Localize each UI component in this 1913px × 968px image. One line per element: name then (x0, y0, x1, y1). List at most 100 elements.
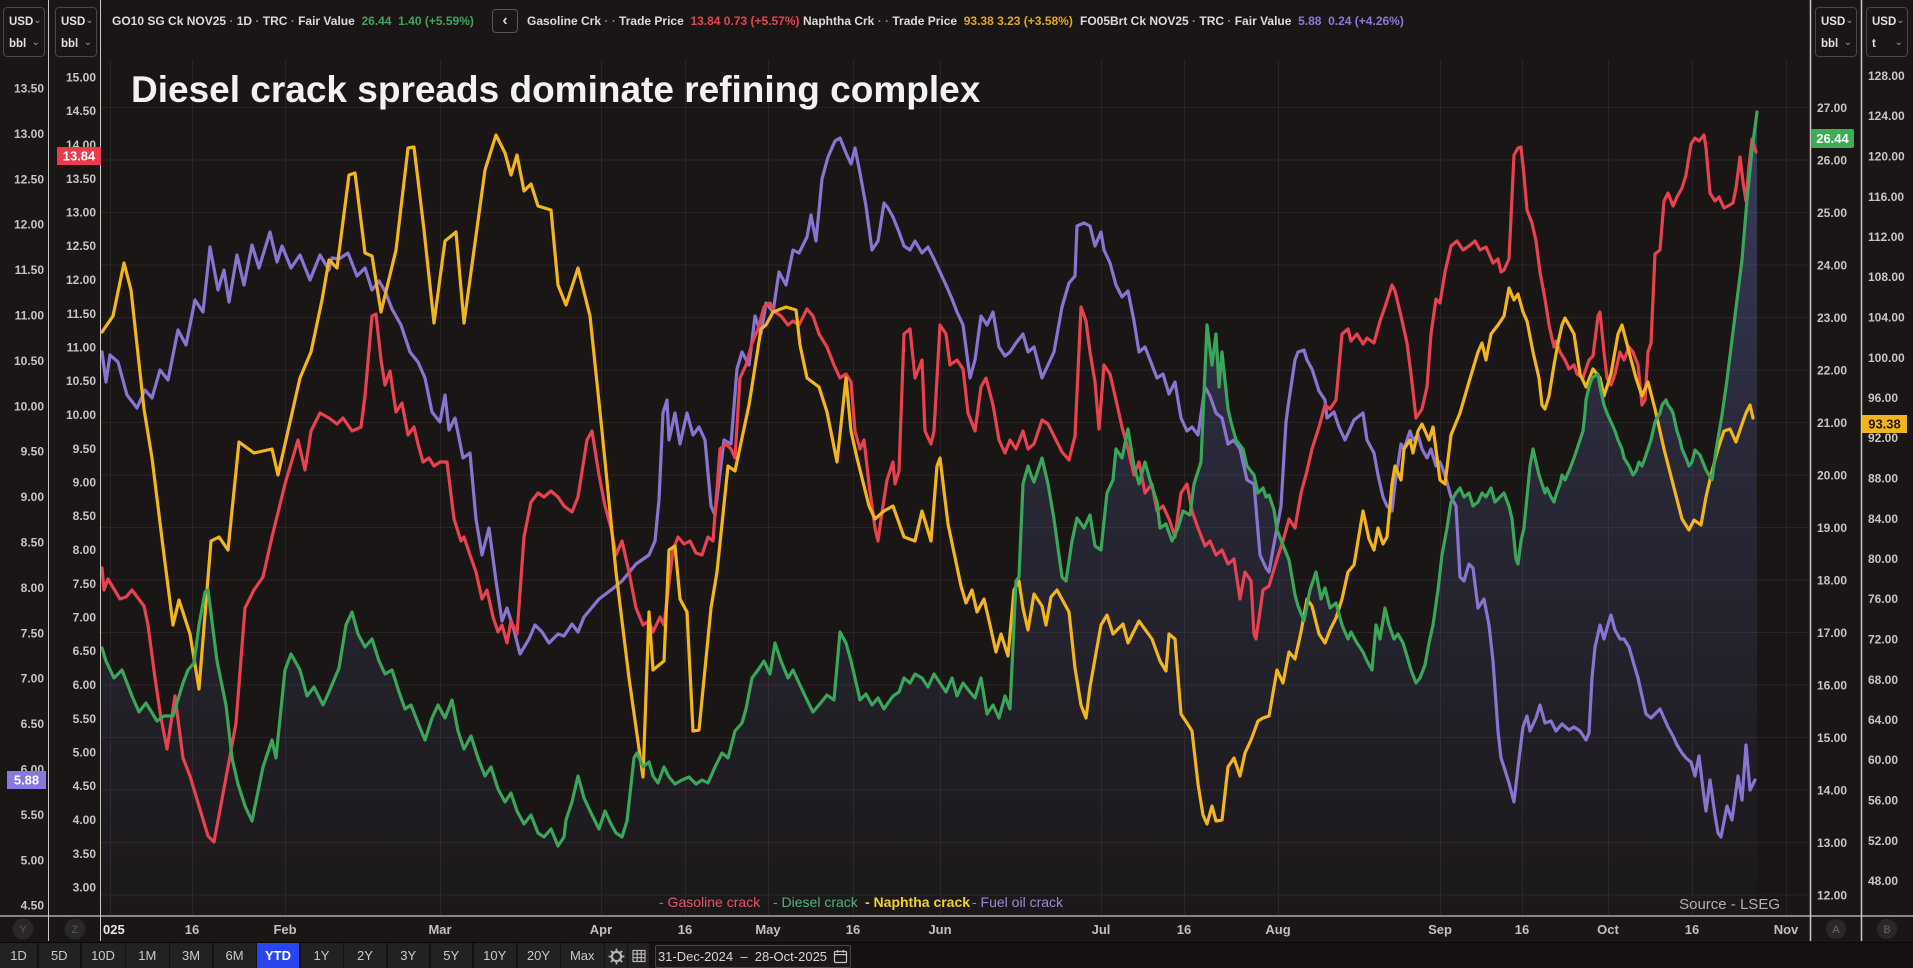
svg-text:10.50: 10.50 (14, 354, 44, 368)
svg-text:4.50: 4.50 (21, 899, 45, 913)
svg-text:12.00: 12.00 (14, 218, 44, 232)
svg-text:27.00: 27.00 (1817, 101, 1847, 115)
svg-text:120.00: 120.00 (1868, 150, 1905, 164)
svg-text:5.88: 5.88 (14, 773, 39, 788)
svg-text:Mar: Mar (428, 922, 451, 937)
svg-text:21.00: 21.00 (1817, 416, 1847, 430)
svg-text:7.50: 7.50 (73, 577, 97, 591)
svg-text:13.50: 13.50 (14, 82, 44, 96)
svg-text:11.50: 11.50 (67, 307, 97, 321)
svg-text:6.00: 6.00 (73, 678, 97, 692)
svg-text:May: May (755, 922, 781, 937)
svg-text:20.00: 20.00 (1817, 469, 1847, 483)
svg-text:16: 16 (185, 922, 199, 937)
svg-text:60.00: 60.00 (1868, 753, 1898, 767)
svg-text:22.00: 22.00 (1817, 364, 1847, 378)
svg-text:12.50: 12.50 (66, 239, 96, 253)
svg-text:48.00: 48.00 (1868, 874, 1898, 888)
svg-text:13.84: 13.84 (63, 149, 96, 164)
svg-text:3.00: 3.00 (73, 881, 97, 895)
svg-text:15.00: 15.00 (1817, 731, 1847, 745)
svg-text:14.50: 14.50 (66, 104, 96, 118)
svg-text:Apr: Apr (590, 922, 612, 937)
svg-text:93.38: 93.38 (1868, 417, 1901, 432)
svg-text:- Diesel crack: - Diesel crack (773, 894, 859, 910)
svg-text:7.00: 7.00 (73, 611, 97, 625)
svg-text:10.00: 10.00 (14, 399, 44, 413)
svg-text:23.00: 23.00 (1817, 311, 1847, 325)
svg-text:13.00: 13.00 (1817, 836, 1847, 850)
svg-text:8.00: 8.00 (73, 543, 97, 557)
svg-text:16.00: 16.00 (1817, 679, 1847, 693)
svg-text:- Gasoline crack: - Gasoline crack (659, 894, 761, 910)
svg-text:8.50: 8.50 (21, 536, 45, 550)
svg-text:112.00: 112.00 (1868, 230, 1904, 244)
svg-text:84.00: 84.00 (1868, 512, 1898, 526)
svg-text:5.50: 5.50 (73, 712, 97, 726)
svg-text:6.50: 6.50 (21, 717, 45, 731)
svg-text:92.00: 92.00 (1868, 431, 1898, 445)
svg-text:12.00: 12.00 (1817, 889, 1847, 903)
svg-text:11.00: 11.00 (15, 309, 45, 323)
svg-text:64.00: 64.00 (1868, 713, 1898, 727)
svg-text:9.50: 9.50 (21, 445, 45, 459)
svg-text:5.00: 5.00 (73, 746, 97, 760)
svg-text:13.00: 13.00 (66, 206, 96, 220)
svg-text:24.00: 24.00 (1817, 259, 1847, 273)
svg-text:10.50: 10.50 (66, 374, 96, 388)
svg-text:5.00: 5.00 (21, 853, 45, 867)
svg-text:9.00: 9.00 (21, 490, 45, 504)
svg-text:025: 025 (103, 922, 125, 937)
svg-text:10.00: 10.00 (66, 408, 96, 422)
svg-text:116.00: 116.00 (1868, 190, 1904, 204)
svg-text:Jul: Jul (1092, 922, 1111, 937)
svg-text:Feb: Feb (273, 922, 296, 937)
svg-text:12.00: 12.00 (66, 273, 96, 287)
svg-text:76.00: 76.00 (1868, 592, 1898, 606)
svg-text:Diesel crack spreads dominate: Diesel crack spreads dominate refining c… (131, 69, 981, 110)
svg-text:80.00: 80.00 (1868, 552, 1898, 566)
svg-text:13.00: 13.00 (14, 127, 44, 141)
svg-text:9.50: 9.50 (73, 442, 97, 456)
svg-text:9.00: 9.00 (73, 476, 97, 490)
svg-text:108.00: 108.00 (1868, 270, 1905, 284)
svg-text:Source - LSEG: Source - LSEG (1679, 896, 1780, 913)
svg-text:96.00: 96.00 (1868, 391, 1898, 405)
svg-text:104.00: 104.00 (1868, 311, 1905, 325)
svg-text:7.00: 7.00 (21, 672, 45, 686)
svg-text:16: 16 (1515, 922, 1529, 937)
svg-text:7.50: 7.50 (21, 626, 45, 640)
svg-text:Nov: Nov (1774, 922, 1799, 937)
svg-text:4.50: 4.50 (73, 779, 97, 793)
svg-text:A: A (1832, 924, 1840, 936)
svg-text:14.00: 14.00 (1817, 784, 1847, 798)
svg-text:Sep: Sep (1428, 922, 1452, 937)
svg-text:6.50: 6.50 (73, 644, 97, 658)
svg-text:5.50: 5.50 (21, 808, 45, 822)
svg-text:26.44: 26.44 (1816, 131, 1849, 146)
svg-text:13.50: 13.50 (66, 172, 96, 186)
svg-text:- Naphtha crack: - Naphtha crack (865, 894, 970, 910)
svg-text:3.50: 3.50 (73, 847, 97, 861)
svg-text:Y: Y (19, 924, 27, 936)
svg-text:Aug: Aug (1265, 922, 1290, 937)
svg-text:26.00: 26.00 (1817, 154, 1847, 168)
svg-text:17.00: 17.00 (1817, 626, 1847, 640)
svg-text:16: 16 (1685, 922, 1699, 937)
svg-text:88.00: 88.00 (1868, 472, 1898, 486)
svg-text:- Fuel oil crack: - Fuel oil crack (972, 894, 1064, 910)
svg-text:11.00: 11.00 (67, 341, 97, 355)
svg-text:16: 16 (846, 922, 860, 937)
svg-text:128.00: 128.00 (1868, 69, 1905, 83)
svg-text:15.00: 15.00 (66, 71, 96, 85)
svg-text:56.00: 56.00 (1868, 794, 1898, 808)
svg-text:124.00: 124.00 (1868, 109, 1905, 123)
svg-text:Oct: Oct (1597, 922, 1619, 937)
svg-text:72.00: 72.00 (1868, 633, 1898, 647)
svg-text:Z: Z (72, 924, 79, 936)
svg-text:Jun: Jun (928, 922, 951, 937)
svg-text:12.50: 12.50 (14, 172, 44, 186)
svg-text:19.00: 19.00 (1817, 521, 1847, 535)
svg-text:8.00: 8.00 (21, 581, 45, 595)
svg-text:16: 16 (678, 922, 692, 937)
